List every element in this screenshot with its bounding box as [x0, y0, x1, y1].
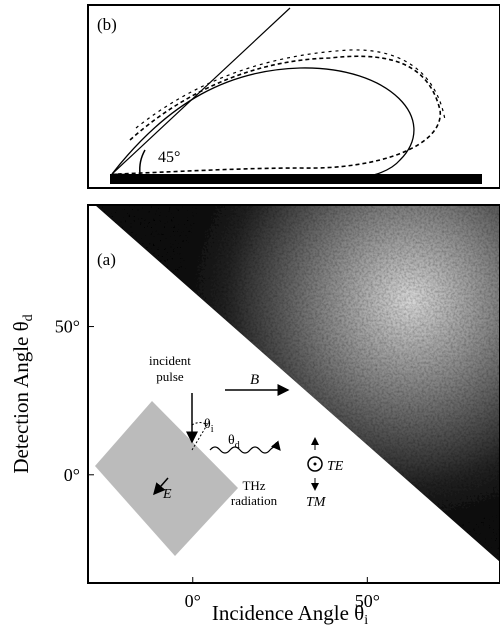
angle-label: 45°: [158, 149, 180, 166]
te-dot: [314, 463, 317, 466]
figure: (b) 45° (a) incident pulse B θi θd TE TM…: [0, 0, 500, 626]
subscript: d: [235, 440, 240, 451]
panel-a: (a) incident pulse B θi θd TE TM E THz r…: [88, 205, 500, 583]
y-tick-label: 50°: [55, 317, 80, 337]
thz-label: THz: [242, 478, 265, 493]
subscript: d: [21, 314, 36, 321]
incident-label: pulse: [156, 369, 184, 384]
panel-b: (b) 45°: [88, 5, 500, 188]
panel-label: (b): [97, 15, 117, 34]
tm-label: TM: [306, 495, 327, 510]
x-tick-label: 0°: [185, 591, 201, 611]
subscript: i: [211, 424, 214, 435]
thz-label: radiation: [231, 493, 278, 508]
incident-label: incident: [149, 353, 191, 368]
subscript: i: [364, 613, 368, 626]
panel-label: (a): [97, 250, 116, 269]
x-tick-label: 50°: [355, 591, 380, 611]
te-label: TE: [327, 459, 344, 474]
label: Detection Angle θ: [9, 321, 33, 473]
label: Incidence Angle θ: [212, 601, 364, 625]
e-label: E: [162, 487, 172, 502]
y-tick-label: 0°: [64, 465, 80, 485]
y-axis-label: Detection Angle θd: [9, 314, 36, 473]
x-axis-label: Incidence Angle θi: [212, 601, 368, 626]
b-label: B: [250, 372, 259, 388]
